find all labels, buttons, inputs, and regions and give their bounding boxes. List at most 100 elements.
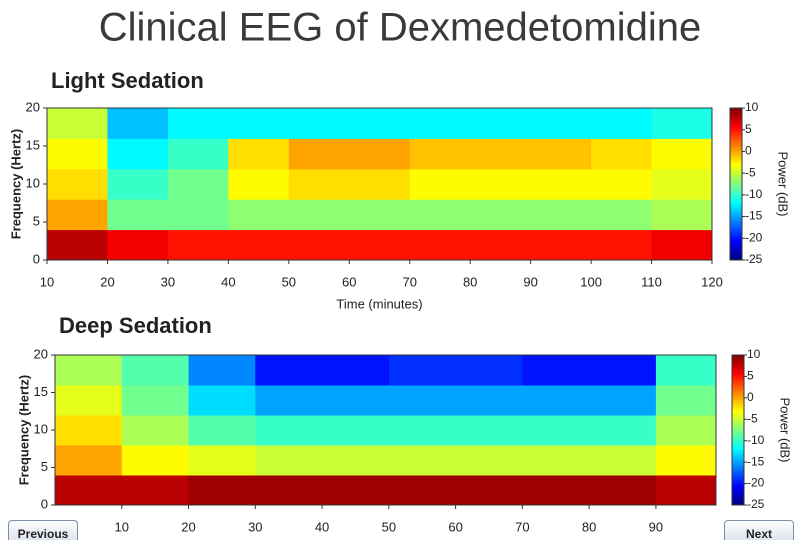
heatmap-cell [228, 229, 290, 261]
heatmap-cell [107, 168, 169, 200]
colorbar-swatch [732, 402, 744, 406]
heatmap-cell [288, 199, 350, 231]
colorbar-swatch [732, 387, 744, 391]
colorbar-swatch [732, 427, 744, 431]
colorbar-swatch [732, 435, 744, 438]
x-tick-label: 70 [515, 519, 529, 534]
heatmap-cell [530, 229, 592, 261]
previous-button[interactable]: Previous [8, 520, 78, 540]
y-tick-label: 5 [33, 213, 40, 228]
colorbar-swatch [732, 370, 744, 373]
heatmap-cell [167, 229, 229, 261]
colorbar-swatch [730, 118, 742, 122]
colorbar-swatch [730, 199, 742, 203]
heatmap-cell [455, 415, 523, 446]
heatmap-cell [591, 138, 653, 170]
heatmap-cell [522, 385, 590, 416]
chart-title: Deep Sedation [59, 313, 212, 338]
heatmap-cell [455, 385, 523, 416]
heatmap-cell [47, 229, 108, 261]
heatmap-cell [522, 355, 590, 386]
heatmap-cell [255, 475, 323, 506]
heatmap-cell [188, 385, 256, 416]
colorbar-swatch [730, 227, 742, 231]
heatmap-cell [409, 168, 471, 200]
colorbar-swatch [730, 244, 742, 248]
colorbar-swatch [730, 247, 742, 251]
colorbar-swatch [732, 477, 744, 481]
colorbar-swatch [730, 148, 742, 152]
colorbar-swatch [732, 440, 744, 443]
colorbar-tick-label: -20 [747, 476, 765, 490]
colorbar-swatch [730, 173, 742, 177]
heatmap-cell [288, 108, 350, 139]
colorbar-swatch [730, 140, 742, 144]
heatmap-cell [121, 475, 190, 506]
heatmap-cell [655, 445, 717, 476]
heatmap-cell [47, 168, 108, 200]
colorbar-swatch [730, 194, 742, 198]
heatmap-cell [121, 355, 190, 386]
colorbar-label: Power (dB) [778, 397, 793, 462]
heatmap-cell [589, 355, 657, 386]
heatmap-cell [228, 108, 290, 139]
chart-title: Light Sedation [51, 68, 204, 93]
colorbar-tick-label: -15 [747, 454, 765, 468]
heatmap-cell [121, 385, 190, 416]
colorbar-tick-label: 5 [745, 122, 752, 136]
colorbar-swatch [730, 229, 742, 233]
slide-title: Clinical EEG of Dexmedetomidine [99, 6, 701, 50]
colorbar-swatch [730, 204, 742, 208]
heatmap-cell [349, 138, 411, 170]
colorbar-swatch [730, 123, 742, 127]
colorbar-swatch [730, 171, 742, 175]
heatmap-cell [349, 168, 411, 200]
y-tick-label: 0 [33, 251, 40, 266]
colorbar-tick-label: -5 [745, 165, 756, 179]
heatmap-cell [255, 445, 323, 476]
colorbar-swatch [730, 146, 742, 150]
colorbar-swatch [730, 130, 742, 134]
colorbar-swatch [732, 455, 744, 458]
heatmap-cell [288, 229, 350, 261]
x-tick-label: 40 [221, 274, 235, 289]
colorbar-swatch [732, 502, 744, 506]
colorbar-swatch [732, 472, 744, 476]
colorbar-swatch [730, 135, 742, 139]
colorbar-swatch [732, 367, 744, 371]
heatmap-cell [228, 199, 290, 231]
heatmap-cell [470, 168, 532, 200]
heatmap-cell [651, 199, 713, 231]
heatmap-cell [522, 415, 590, 446]
colorbar-swatch [730, 133, 742, 137]
heatmap-cell [55, 445, 123, 476]
heatmap-cell [522, 475, 590, 506]
colorbar-swatch [730, 209, 742, 213]
heatmap-cell [107, 108, 169, 139]
colorbar-tick-label: 10 [745, 100, 759, 114]
heatmap-cell [655, 385, 717, 416]
heatmap-cell [167, 168, 229, 200]
heatmap-cell [228, 138, 290, 170]
colorbar-swatch [732, 420, 744, 423]
heatmap-cell [470, 229, 532, 261]
heatmap-cell [288, 168, 350, 200]
colorbar-frame [729, 107, 743, 261]
x-tick-label: 60 [342, 274, 356, 289]
colorbar-tick-label: -25 [745, 252, 763, 266]
heatmap-cell [589, 385, 657, 416]
next-button[interactable]: Next [724, 520, 794, 540]
heatmap-cell [349, 108, 411, 139]
heatmap-cell [409, 108, 471, 139]
colorbar-swatch [732, 365, 744, 368]
colorbar-swatch [730, 176, 742, 180]
colorbar-swatch [730, 113, 742, 117]
y-tick-label: 10 [26, 175, 40, 190]
colorbar-swatch [730, 138, 742, 142]
colorbar-swatch [730, 249, 742, 253]
heatmap-cell [167, 138, 229, 170]
heatmap-cell [388, 385, 457, 416]
colorbar-swatch [732, 385, 744, 388]
heatmap-cell [47, 199, 108, 231]
colorbar-swatch [730, 153, 742, 157]
